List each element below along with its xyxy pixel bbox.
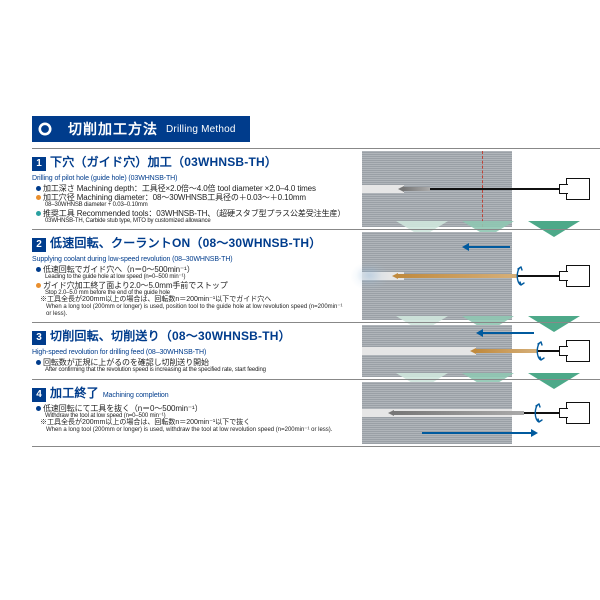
step-2-bullet-2: ガイド穴加工終了面より2.0〜5.0mm手前でストップ: [36, 281, 346, 290]
step-4-note-en: When a long tool (200mm or longer) is us…: [46, 427, 346, 434]
step-4-title-jp: 加工終了: [50, 384, 99, 401]
step-2-title-en: Supplying coolant during low-speed revol…: [32, 256, 233, 263]
bullet-text: ガイド穴加工終了面より2.0〜5.0mm手前でストップ: [43, 281, 228, 290]
chuck-icon: [566, 340, 590, 362]
chuck-icon: [566, 265, 590, 287]
step-4-head: 4 加工終了 Machining completion: [32, 384, 364, 402]
bullet-text: 加工深さ Machining depth：工具径×2.0倍〜4.0倍 tool …: [43, 184, 316, 193]
bullet-text: 低速回転にて工具を抜く（n＝0〜500min⁻¹）: [43, 404, 203, 413]
bullet-dot-icon: [36, 360, 41, 365]
header-title-bar: 切削加工方法 Drilling Method: [58, 116, 250, 142]
bullet-text: 加工穴径 Machining diameter：08〜30WHNSB工具径の＋0…: [43, 193, 306, 202]
chuck-icon: [566, 178, 590, 200]
header-ring-icon: [32, 116, 58, 142]
retract-arrow-right-icon: [422, 432, 532, 434]
step-1-title-jp: 下穴（ガイド穴）加工（03WHNSB-TH）: [50, 153, 277, 170]
bullet-text-en: After confirming that the revolution spe…: [45, 367, 346, 374]
steps-container: 1 下穴（ガイド穴）加工（03WHNSB-TH） Drilling of pil…: [32, 148, 600, 447]
step-1-body: 加工深さ Machining depth：工具径×2.0倍〜4.0倍 tool …: [32, 182, 346, 227]
step-2-title-jp: 低速回転、クーラントON（08〜30WHNSB-TH）: [50, 234, 321, 251]
step-3-body: 回転数が正規に上がるのを確認し切削送り開始 After confirming t…: [32, 356, 346, 376]
step-4-title-en: Machining completion: [103, 392, 169, 399]
step-4-bullet-1: 低速回転にて工具を抜く（n＝0〜500min⁻¹）: [36, 404, 346, 413]
bore-hole-icon: [362, 347, 476, 355]
coolant-spray-icon: [350, 261, 390, 291]
step-2-bullet-1: 低速回転でガイド穴へ（n＝0〜500min⁻¹）: [36, 265, 346, 274]
bullet-dot-icon: [36, 186, 41, 191]
step-4-number: 4: [32, 388, 46, 402]
step-2-number: 2: [32, 238, 46, 252]
drill-bit-icon: [394, 411, 524, 415]
step-1-head: 1 下穴（ガイド穴）加工（03WHNSB-TH） Drilling of pil…: [32, 153, 364, 182]
step-2: 2 低速回転、クーラントON（08〜30WHNSB-TH） Supplying …: [32, 229, 600, 322]
step-2-note-en: When a long tool (200mm or longer) is us…: [46, 304, 346, 317]
step-3-illustration: [362, 325, 594, 377]
bullet-dot-icon: [36, 211, 41, 216]
step-4: 4 加工終了 Machining completion 低速回転にて工具を抜く（…: [32, 379, 600, 447]
step-3-number: 3: [32, 331, 46, 345]
section-header: 切削加工方法 Drilling Method: [32, 116, 250, 142]
step-1-number: 1: [32, 157, 46, 171]
chuck-icon: [566, 402, 590, 424]
rotation-arrow-icon: [532, 340, 550, 362]
step-4-note-jp: ※工具全長が200mm以上の場合は、回転数n＝200min⁻¹以下で抜く: [40, 419, 346, 427]
step-3-title-en: High-speed revolution for drilling feed …: [32, 349, 206, 356]
header-title-en: Drilling Method: [166, 124, 236, 135]
bullet-text-en: Leading to the guide hole at low speed (…: [45, 274, 346, 281]
step-3-bullet-1: 回転数が正規に上がるのを確認し切削送り開始: [36, 358, 346, 367]
step-2-note-jp: ※工具全長が200mm以上の場合は、回転数n＝200min⁻¹以下でガイド穴へ: [40, 296, 346, 304]
step-1-bullet-3: 推奨工具 Recommended tools：03WHNSB-TH、（超硬スタブ…: [36, 209, 346, 218]
step-2-head: 2 低速回転、クーラントON（08〜30WHNSB-TH） Supplying …: [32, 234, 364, 263]
step-1-title-en: Drilling of pilot hole (guide hole) (03W…: [32, 175, 177, 182]
drill-bit-icon: [404, 187, 430, 191]
bullet-dot-icon: [36, 406, 41, 411]
drill-shaft-icon: [430, 188, 562, 190]
step-1-bullet-1: 加工深さ Machining depth：工具径×2.0倍〜4.0倍 tool …: [36, 184, 346, 193]
bullet-text: 推奨工具 Recommended tools：03WHNSB-TH、（超硬スタブ…: [43, 209, 345, 218]
bullet-text: 低速回転でガイド穴へ（n＝0〜500min⁻¹）: [43, 265, 195, 274]
rotation-arrow-icon: [530, 402, 548, 424]
drill-bit-icon: [398, 274, 518, 278]
drill-bit-icon: [476, 349, 538, 353]
header-title-jp: 切削加工方法: [68, 119, 158, 139]
feed-arrow-left-icon: [468, 246, 510, 248]
step-2-body: 低速回転でガイド穴へ（n＝0〜500min⁻¹） Leading to the …: [32, 263, 346, 320]
bullet-dot-icon: [36, 195, 41, 200]
step-3: 3 切削回転、切削送り（08〜30WHNSB-TH） High-speed re…: [32, 322, 600, 379]
step-1-illustration: [362, 151, 594, 227]
feed-arrow-left-icon: [482, 332, 534, 334]
page: 切削加工方法 Drilling Method 1 下穴（ガイド穴）加工（03WH…: [0, 0, 600, 600]
step-3-title-jp: 切削回転、切削送り（08〜30WHNSB-TH）: [50, 327, 291, 344]
step-4-illustration: [362, 382, 594, 444]
step-4-body: 低速回転にて工具を抜く（n＝0〜500min⁻¹） Withdraw the t…: [32, 402, 346, 436]
step-1: 1 下穴（ガイド穴）加工（03WHNSB-TH） Drilling of pil…: [32, 148, 600, 229]
bullet-text: 回転数が正規に上がるのを確認し切削送り開始: [43, 358, 209, 367]
step-3-head: 3 切削回転、切削送り（08〜30WHNSB-TH） High-speed re…: [32, 327, 364, 356]
bullet-dot-icon: [36, 283, 41, 288]
bullet-dot-icon: [36, 267, 41, 272]
rotation-arrow-icon: [512, 265, 530, 287]
step-1-bullet-2: 加工穴径 Machining diameter：08〜30WHNSB工具径の＋0…: [36, 193, 346, 202]
step-2-illustration: [362, 232, 594, 320]
bullet-text-en: 03WHNSB-TH, Carbide stub type, MTO by cu…: [45, 218, 346, 225]
bullet-text-en: 08–30WHNSB diameter + 0.03–0.10mm: [45, 202, 346, 209]
